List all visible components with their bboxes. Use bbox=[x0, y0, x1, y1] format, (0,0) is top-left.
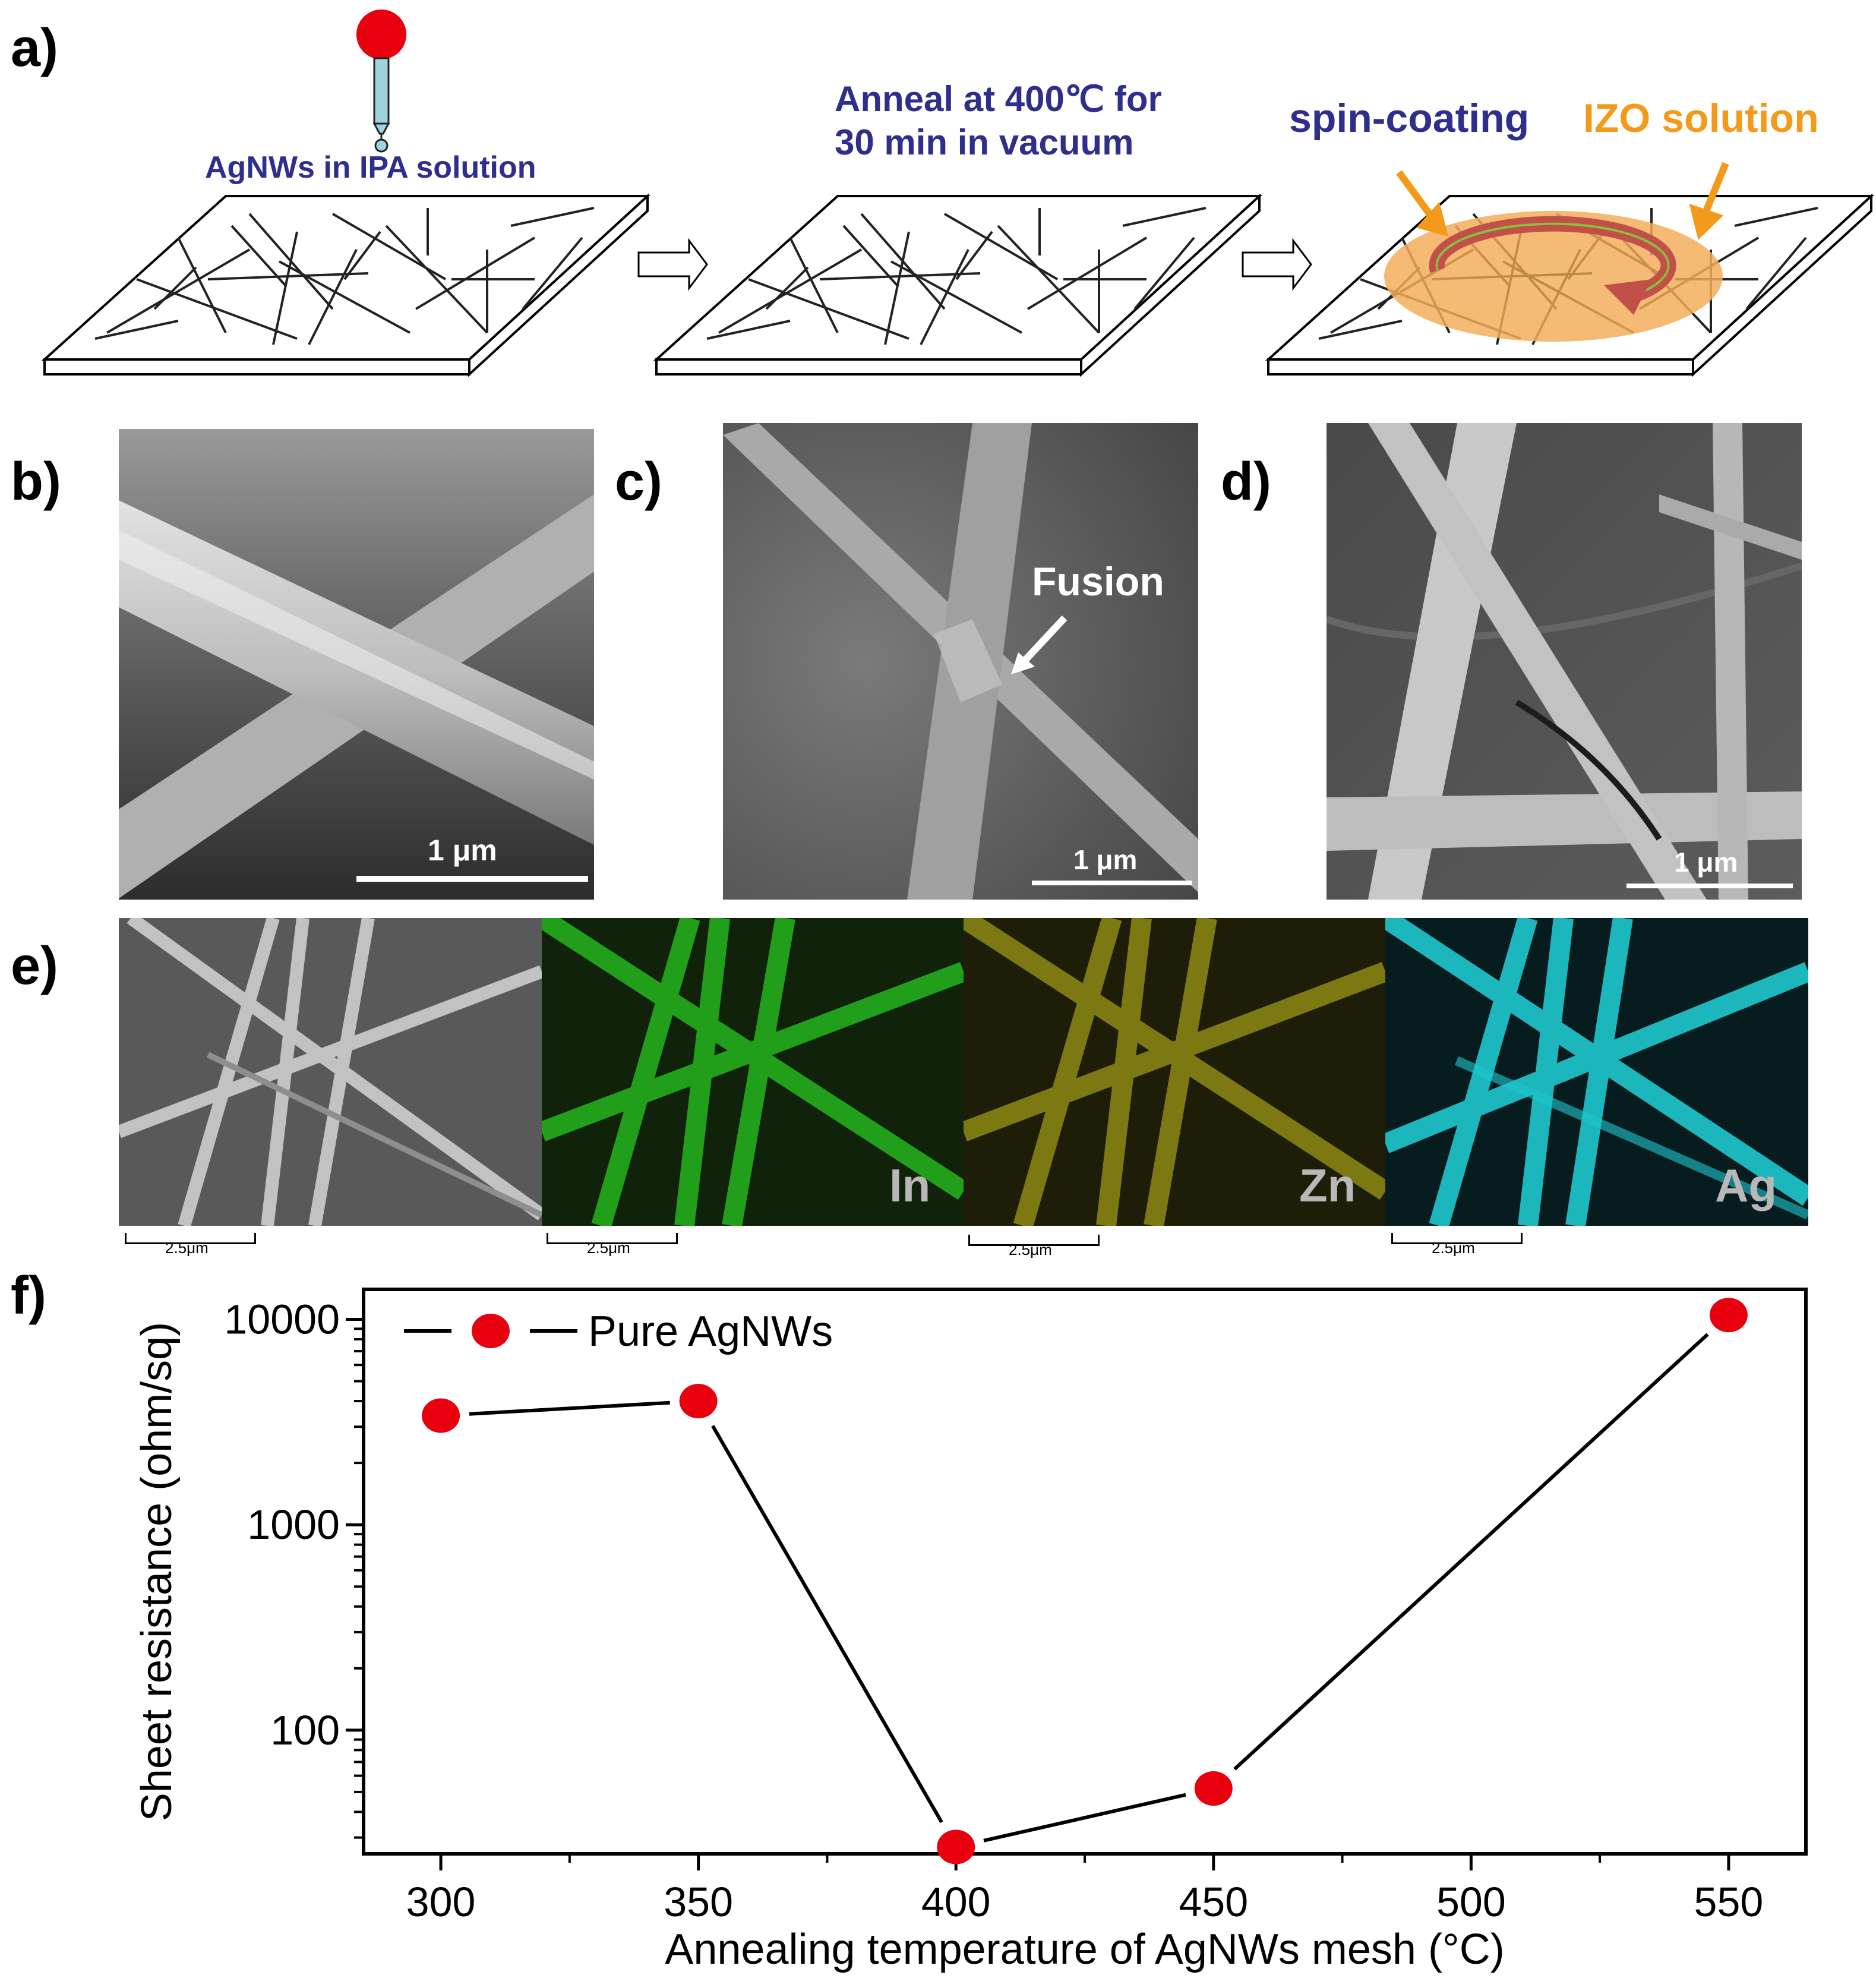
panel-e-label: e) bbox=[11, 936, 59, 996]
series-segment bbox=[711, 1425, 943, 1824]
scale-bar-e4 bbox=[1391, 1233, 1523, 1244]
scale-text-e1: 2.5μm bbox=[165, 1239, 209, 1257]
panel-a-label: a) bbox=[11, 18, 59, 78]
x-tick-label-350: 350 bbox=[664, 1879, 733, 1925]
axis-ticks: 300 350 400 450 500 550 100 1000 10000 bbox=[224, 1296, 1763, 1925]
scale-text-c: 1 μm bbox=[1073, 844, 1138, 875]
step3-text-spin: spin-coating bbox=[1289, 96, 1530, 141]
nanowire-network-2 bbox=[706, 207, 1207, 345]
panel-f-label: f) bbox=[11, 1266, 46, 1326]
fusion-annotation: Fusion bbox=[1032, 559, 1164, 604]
arrow-right-icon-2 bbox=[1242, 238, 1312, 291]
data-point-350 bbox=[679, 1384, 718, 1419]
panel-c-label: c) bbox=[615, 452, 663, 512]
scale-bar-e3 bbox=[968, 1235, 1100, 1246]
y-tick-label-1000: 1000 bbox=[247, 1501, 340, 1548]
scale-text-b: 1 μm bbox=[428, 834, 497, 867]
scale-text-e3: 2.5μm bbox=[1009, 1241, 1052, 1258]
series-segment bbox=[983, 1793, 1186, 1843]
sem-image-b: 1 μm bbox=[119, 429, 594, 900]
scale-bar-d bbox=[1627, 884, 1793, 888]
series-lines bbox=[469, 1333, 1709, 1843]
panel-d-label: d) bbox=[1221, 452, 1271, 512]
substrate-3 bbox=[1265, 193, 1875, 377]
x-tick-label-400: 400 bbox=[921, 1879, 991, 1925]
edx-map-zn: Zn bbox=[964, 918, 1385, 1226]
series-segment bbox=[1233, 1333, 1709, 1771]
data-point-450 bbox=[1194, 1771, 1233, 1806]
dropper-icon bbox=[356, 10, 406, 153]
x-tick-label-300: 300 bbox=[406, 1879, 476, 1925]
edx-map-in: In bbox=[542, 918, 964, 1226]
step1-text: AgNWs in IPA solution bbox=[205, 150, 536, 185]
data-point-550 bbox=[1709, 1298, 1748, 1333]
step2-text-line1: Anneal at 400℃ for bbox=[835, 79, 1162, 119]
edx-label-ag: Ag bbox=[1715, 1159, 1777, 1212]
x-axis-label: Annealing temperature of AgNWs mesh (°C) bbox=[665, 1926, 1504, 1973]
scale-bar-e2 bbox=[547, 1233, 678, 1244]
arrow-right-icon-1 bbox=[637, 238, 708, 291]
scale-bar-b bbox=[356, 876, 588, 882]
data-point-400 bbox=[937, 1829, 975, 1865]
substrate-1 bbox=[41, 193, 651, 377]
nanowire-network-1 bbox=[94, 207, 595, 345]
sem-image-c: Fusion 1 μm bbox=[723, 423, 1198, 900]
edx-map-ag: Ag bbox=[1385, 918, 1808, 1226]
panel-a-schematic bbox=[41, 10, 1875, 377]
series-segment bbox=[469, 1400, 670, 1416]
sem-image-e bbox=[119, 918, 542, 1226]
legend: Pure AgNWs bbox=[404, 1308, 833, 1355]
spin-arrow-icon bbox=[1429, 216, 1676, 315]
scale-text-e4: 2.5μm bbox=[1432, 1239, 1475, 1257]
scale-text-d: 1 μm bbox=[1674, 847, 1738, 878]
chart-f: 300 350 400 450 500 550 100 1000 10000 Pure AgNW… bbox=[133, 1288, 1808, 1973]
edx-label-in: In bbox=[889, 1159, 931, 1212]
x-tick-label-450: 450 bbox=[1179, 1879, 1248, 1925]
plot-frame bbox=[362, 1288, 1808, 1856]
scale-bar-c bbox=[1032, 881, 1192, 885]
legend-label: Pure AgNWs bbox=[588, 1308, 833, 1355]
orange-pointer-arrows bbox=[1396, 162, 1729, 240]
panel-b-label: b) bbox=[11, 452, 61, 512]
substrate-2 bbox=[653, 193, 1263, 377]
legend-marker bbox=[472, 1314, 510, 1348]
y-tick-label-100: 100 bbox=[270, 1707, 340, 1753]
scale-bar-e1 bbox=[125, 1233, 256, 1244]
data-point-300 bbox=[422, 1398, 460, 1433]
x-tick-label-550: 550 bbox=[1694, 1879, 1764, 1925]
x-tick-label-500: 500 bbox=[1436, 1879, 1506, 1925]
series-points bbox=[422, 1298, 1748, 1865]
y-axis-label: Sheet resistance (ohm/sq) bbox=[133, 1322, 181, 1821]
edx-label-zn: Zn bbox=[1299, 1159, 1356, 1212]
step3-text-izo: IZO solution bbox=[1583, 96, 1819, 141]
scale-text-e2: 2.5μm bbox=[587, 1239, 630, 1257]
y-tick-label-10000: 10000 bbox=[224, 1296, 340, 1343]
step2-text-line2: 30 min in vacuum bbox=[835, 122, 1134, 162]
fusion-arrow-icon bbox=[1011, 615, 1068, 674]
sem-image-d: 1 μm bbox=[1327, 423, 1802, 900]
